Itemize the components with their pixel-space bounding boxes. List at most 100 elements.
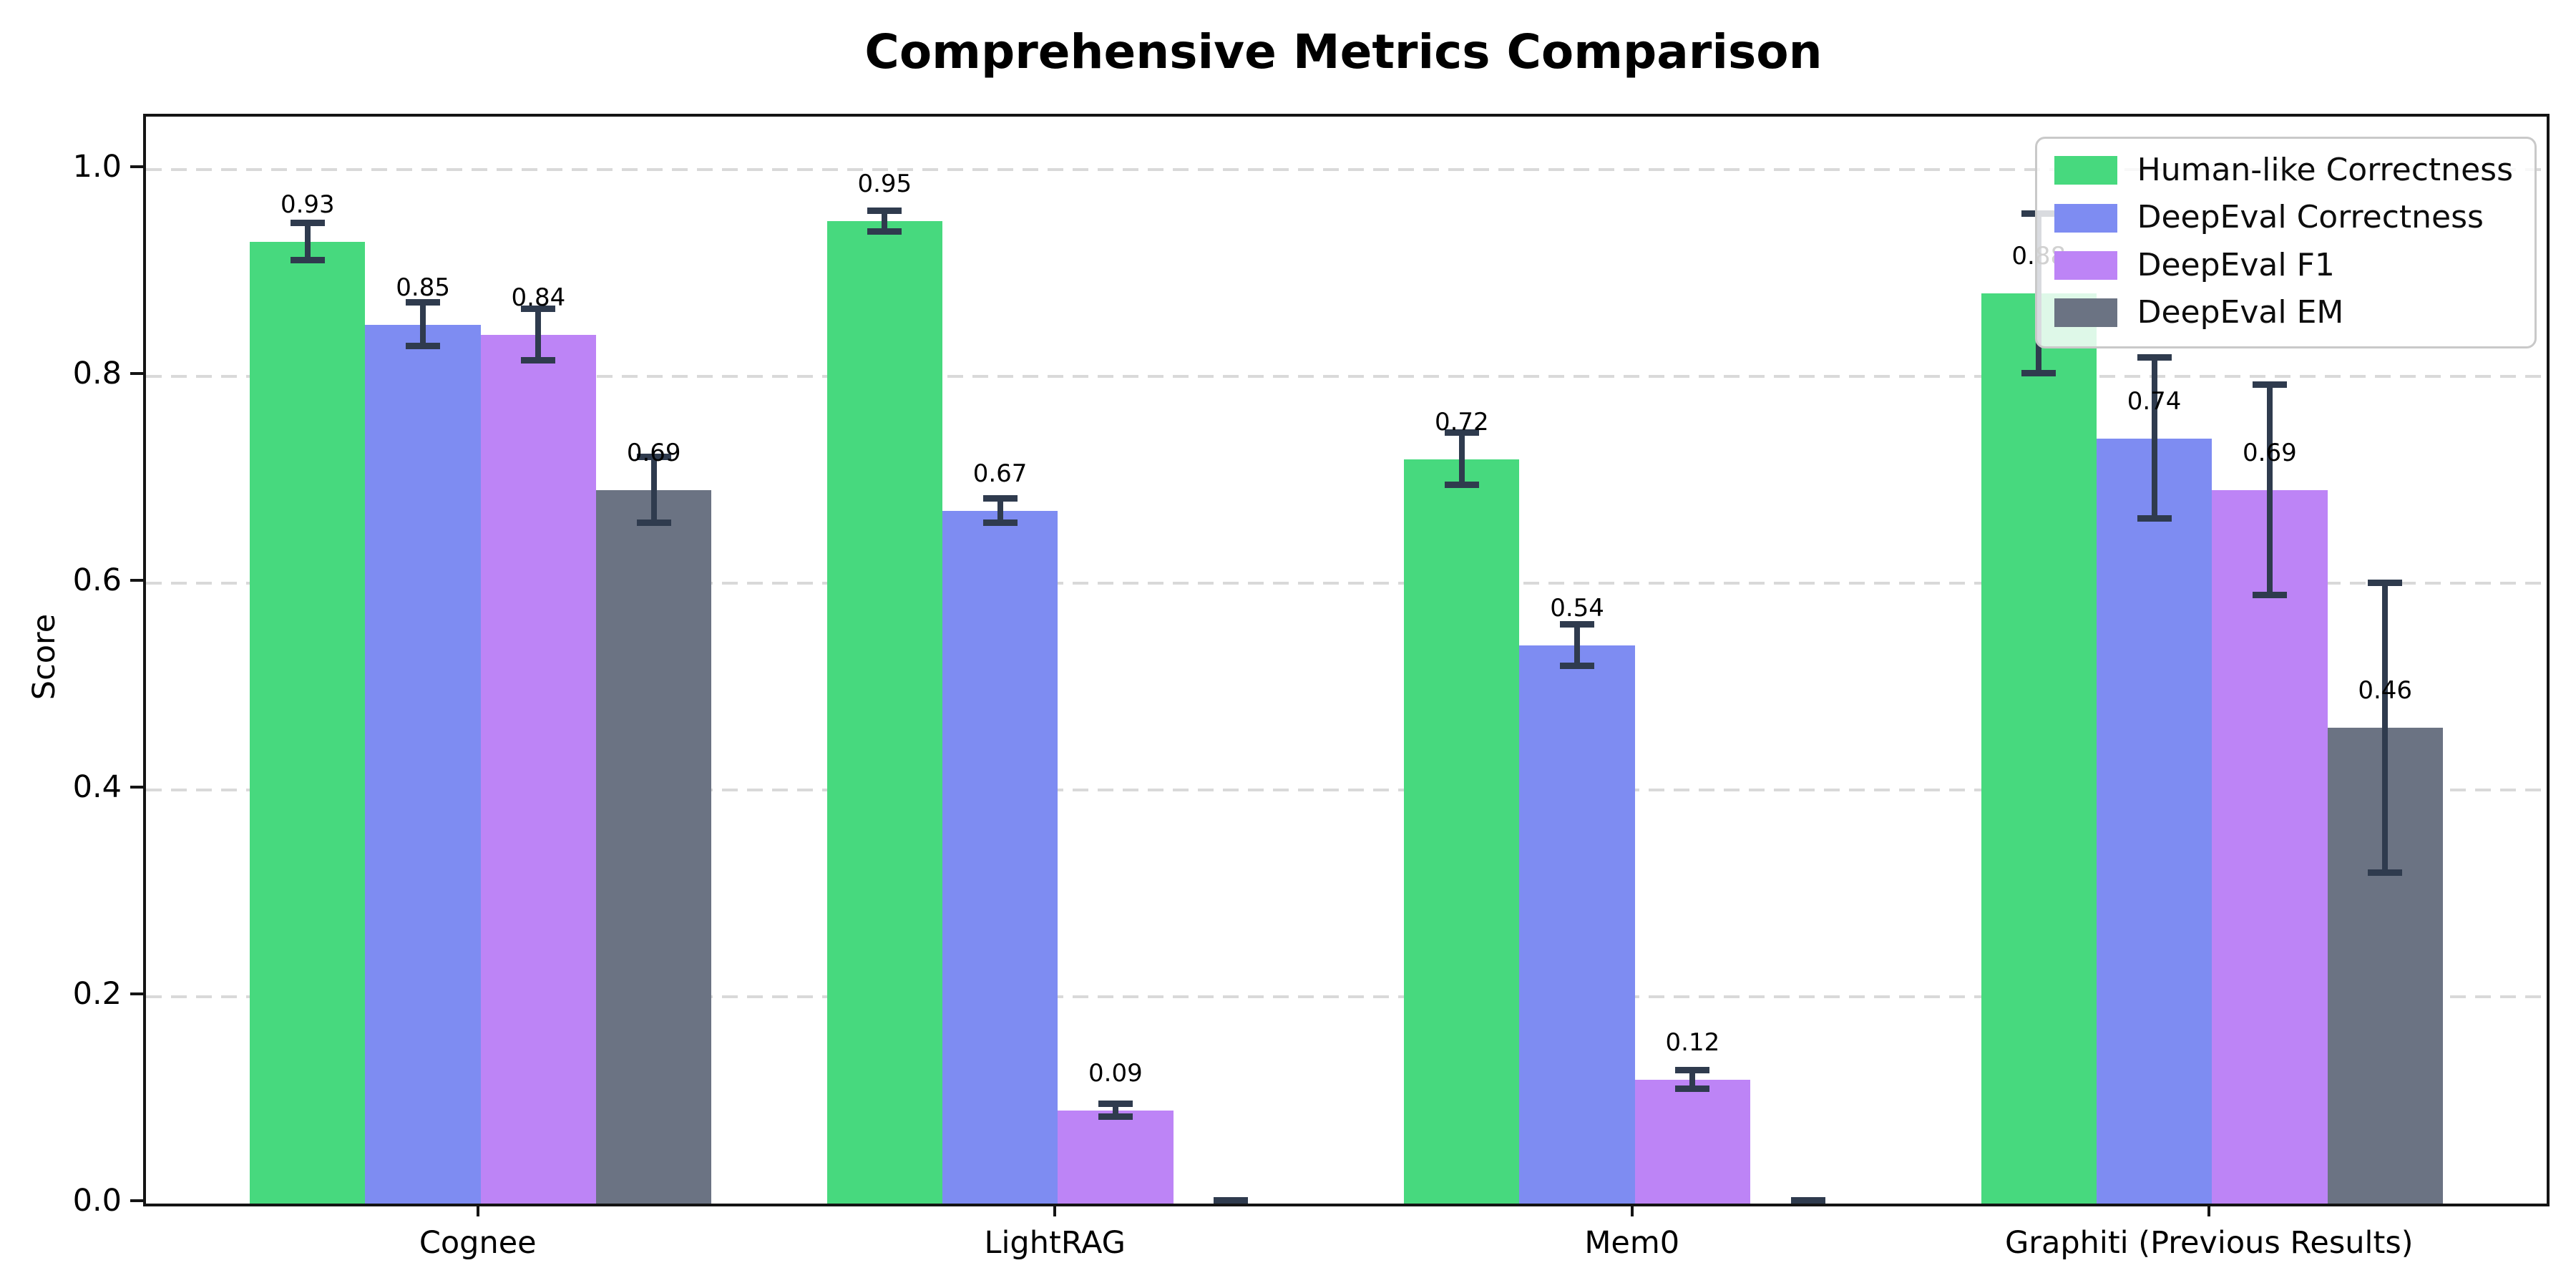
- x-tick-mark: [2207, 1204, 2211, 1216]
- chart-title: Comprehensive Metrics Comparison: [864, 24, 1823, 79]
- x-tick-mark: [1630, 1204, 1634, 1216]
- bar-value-label: 0.93: [280, 190, 335, 220]
- bar-value-label: 0.69: [2243, 438, 2297, 467]
- error-bar-stem: [420, 303, 426, 347]
- legend-item: DeepEval EM: [2054, 294, 2513, 331]
- legend-swatch: [2054, 298, 2117, 328]
- bar-value-label: 0.46: [2358, 676, 2413, 706]
- error-bar-stem: [1689, 1070, 1696, 1089]
- error-bar-cap: [2137, 354, 2172, 361]
- legend-swatch: [2054, 203, 2117, 233]
- error-bar-cap: [636, 453, 671, 460]
- error-bar-stem: [2382, 583, 2389, 873]
- error-bar-cap: [290, 257, 325, 264]
- legend-item: DeepEval F1: [2054, 248, 2513, 283]
- bar-value-label: 0.69: [626, 438, 681, 467]
- error-bar-cap: [2368, 580, 2403, 586]
- x-tick-label: Mem0: [1584, 1225, 1680, 1261]
- error-bar-cap: [982, 494, 1018, 502]
- y-tick-mark: [130, 992, 143, 995]
- x-tick-label: Graphiti (Previous Results): [2004, 1225, 2414, 1261]
- error-bar-cap: [1098, 1101, 1133, 1108]
- y-tick-mark: [130, 579, 143, 582]
- bar: [826, 221, 942, 1204]
- error-bar-cap: [1790, 1196, 1825, 1204]
- bar-value-label: 0.85: [396, 273, 450, 302]
- error-bar-stem: [650, 457, 657, 524]
- y-tick-mark: [130, 165, 143, 168]
- y-tick-label: 0.0: [72, 1183, 122, 1219]
- error-bar-cap: [1444, 481, 1479, 488]
- error-bar-cap: [2252, 381, 2287, 388]
- error-bar-cap: [290, 220, 325, 227]
- bar-value-label: 0.72: [1434, 407, 1489, 436]
- error-bar-cap: [406, 299, 441, 306]
- error-bar-cap: [982, 519, 1018, 527]
- legend-item: DeepEval Correctness: [2054, 200, 2513, 235]
- error-bar-stem: [997, 498, 1003, 524]
- gridline: [146, 375, 2547, 378]
- error-bar-stem: [2266, 384, 2273, 596]
- error-bar-cap: [1214, 1196, 1249, 1204]
- x-tick-mark: [1053, 1204, 1057, 1216]
- bar: [1519, 645, 1635, 1204]
- gridline: [146, 995, 2547, 998]
- bar: [1981, 293, 2097, 1204]
- error-bar-stem: [1112, 1104, 1118, 1117]
- error-bar-cap: [521, 306, 556, 313]
- error-bar-cap: [1098, 1113, 1133, 1120]
- legend-label: DeepEval F1: [2137, 246, 2335, 283]
- error-bar-cap: [636, 519, 671, 527]
- bar: [942, 510, 1058, 1204]
- bar-value-label: 0.84: [511, 283, 566, 313]
- bar-value-label: 0.54: [1550, 593, 1604, 623]
- gridline: [146, 168, 2547, 171]
- error-bar-cap: [1560, 620, 1595, 628]
- bar: [2212, 489, 2328, 1204]
- y-tick-label: 1.0: [72, 149, 122, 185]
- error-bar-cap: [2368, 869, 2403, 876]
- legend-label: DeepEval EM: [2137, 294, 2344, 331]
- legend-swatch: [2054, 156, 2117, 185]
- bar: [1404, 459, 1520, 1204]
- y-tick-label: 0.4: [72, 769, 122, 805]
- legend-swatch: [2054, 250, 2117, 280]
- error-bar-cap: [2137, 515, 2172, 522]
- bar-value-label: 0.09: [1088, 1058, 1143, 1088]
- error-bar-cap: [867, 228, 902, 235]
- error-bar-cap: [2252, 592, 2287, 599]
- error-bar-cap: [1675, 1066, 1710, 1073]
- error-bar-cap: [406, 343, 441, 350]
- bar-value-label: 0.67: [972, 459, 1028, 488]
- error-bar-stem: [882, 210, 888, 232]
- legend: Human-like Correctness DeepEval Correctne…: [2034, 137, 2537, 348]
- bar: [250, 242, 366, 1204]
- error-bar-stem: [535, 309, 542, 361]
- error-bar-stem: [1574, 624, 1581, 666]
- legend-label: Human-like Correctness: [2137, 152, 2513, 188]
- y-tick-label: 0.8: [72, 356, 122, 391]
- error-bar-cap: [2021, 369, 2057, 376]
- gridline: [146, 582, 2547, 585]
- bar-value-label: 0.95: [857, 170, 912, 199]
- bar: [480, 335, 597, 1204]
- bar: [365, 324, 481, 1204]
- x-tick-mark: [476, 1204, 479, 1216]
- error-bar-stem: [304, 223, 311, 261]
- legend-item: Human-like Correctness: [2054, 152, 2513, 188]
- bar-value-label: 0.12: [1665, 1028, 1720, 1057]
- y-tick-mark: [130, 372, 143, 375]
- error-bar-stem: [1458, 433, 1465, 485]
- bar-value-label: 0.74: [2127, 386, 2182, 416]
- error-bar-cap: [521, 357, 556, 364]
- plot-area: Human-like Correctness DeepEval Correctne…: [143, 114, 2550, 1206]
- bar: [2096, 438, 2212, 1204]
- y-axis-label: Score: [26, 613, 62, 701]
- error-bar-cap: [1444, 429, 1479, 436]
- error-bar-cap: [1675, 1085, 1710, 1092]
- legend-label: DeepEval Correctness: [2137, 199, 2484, 236]
- y-tick-mark: [130, 786, 143, 789]
- y-tick-mark: [130, 1199, 143, 1202]
- x-tick-label: Cognee: [419, 1225, 537, 1261]
